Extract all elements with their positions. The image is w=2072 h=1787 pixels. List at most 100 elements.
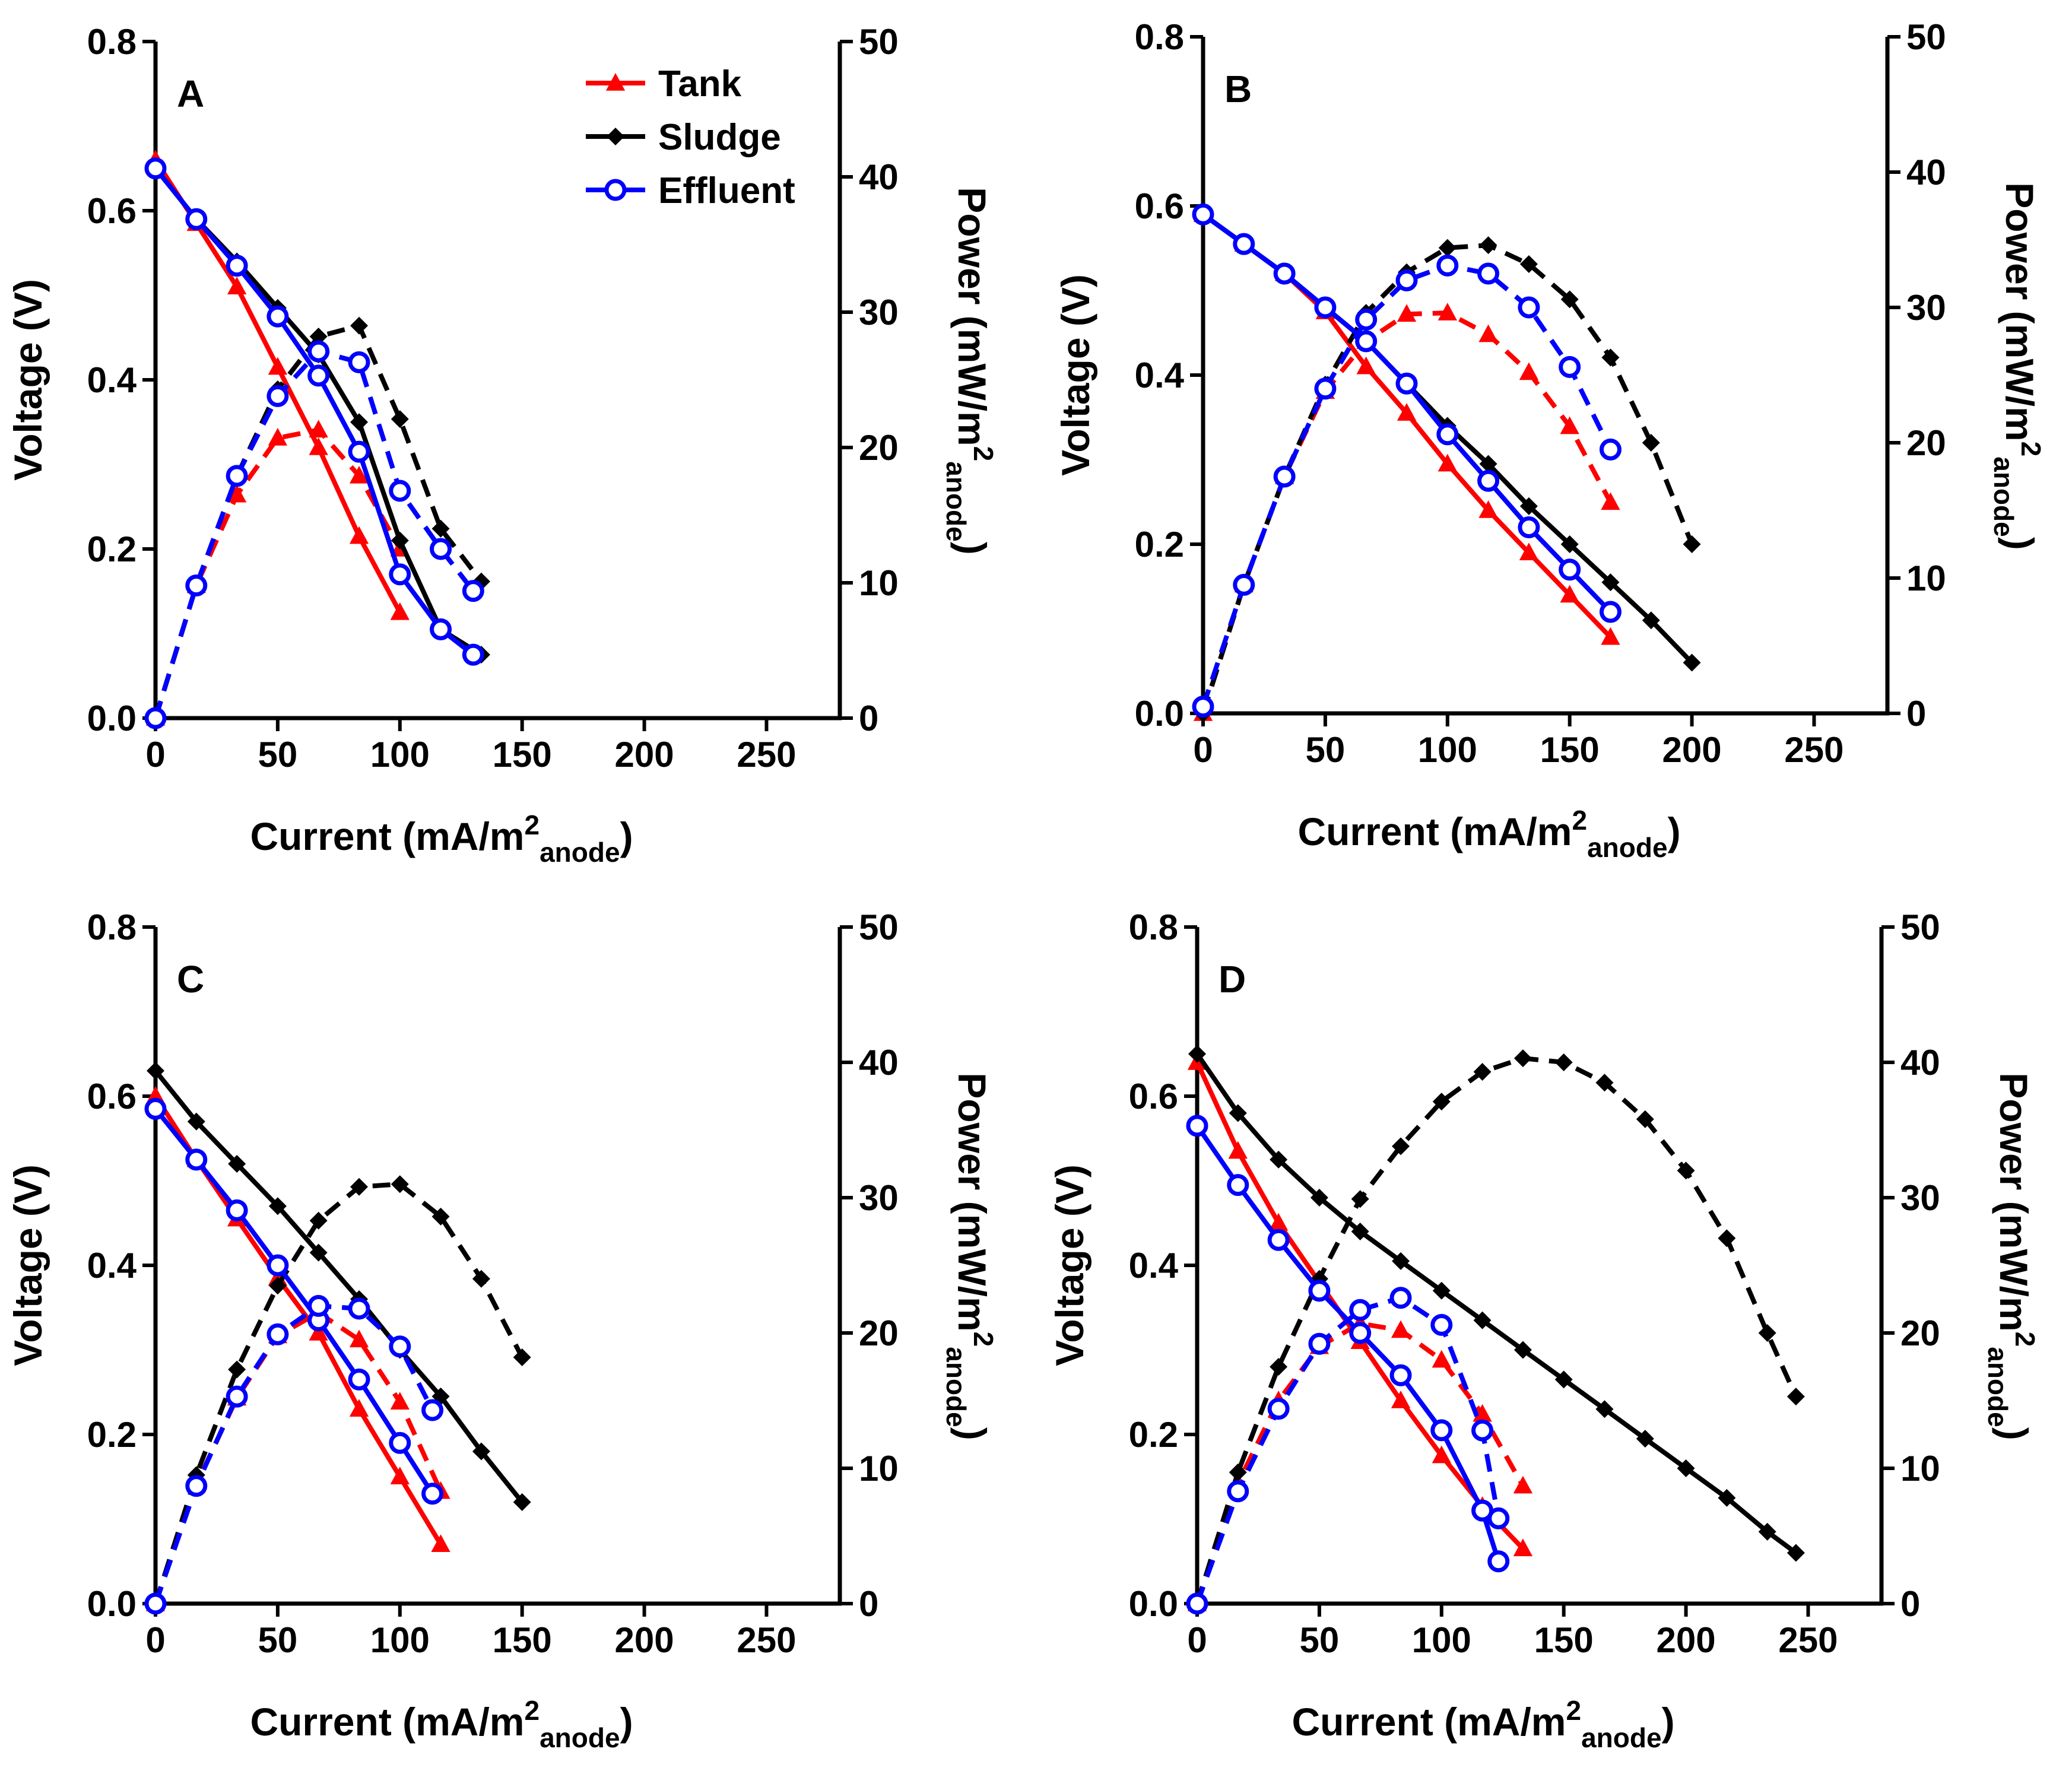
y-right-tick-label: 30: [859, 1178, 899, 1218]
y-right-axis-label: Power (mW/m2anode): [941, 1072, 999, 1440]
y-right-tick-label: 40: [859, 1043, 899, 1083]
y-left-tick-label: 0.0: [1135, 694, 1184, 734]
y-right-axis-label: Power (mW/m2anode): [941, 187, 999, 554]
effluent-voltage-point: [1398, 374, 1416, 392]
y-left-tick-label: 0.8: [1135, 17, 1184, 57]
y-left-tick-label: 0.4: [1129, 1246, 1179, 1286]
effluent-power-point: [1275, 468, 1293, 485]
tank-power-point: [350, 1329, 369, 1347]
tank-power-point: [1519, 362, 1538, 380]
effluent-power-point: [464, 582, 482, 600]
x-tick-label: 0: [145, 735, 165, 775]
effluent-power-point: [1194, 698, 1212, 716]
y-right-tick-label: 30: [859, 293, 899, 332]
sludge-power-point: [1351, 1190, 1369, 1208]
x-tick-label: 100: [1418, 730, 1477, 770]
effluent-voltage-point: [228, 257, 246, 275]
effluent-power-point: [1357, 311, 1375, 329]
tank-power-point: [1391, 1320, 1410, 1338]
effluent-voltage-point: [1601, 603, 1619, 621]
tank-voltage-point: [350, 1399, 369, 1417]
effluent-power-point: [1188, 1595, 1206, 1613]
y-left-axis-label: Voltage (V): [1048, 1164, 1091, 1366]
effluent-power-point: [391, 482, 409, 500]
x-tick-label: 150: [1534, 1620, 1594, 1660]
effluent-power-point: [188, 577, 205, 595]
x-tick-label: 250: [1778, 1620, 1838, 1660]
series-tank-power: [1194, 303, 1620, 721]
legend-item-tank: Tank: [586, 64, 742, 104]
sludge-power-point: [1642, 434, 1660, 452]
y-left-tick-label: 0.6: [87, 191, 137, 231]
y-right-tick-label: 50: [1906, 17, 1946, 57]
series-effluent-power: [147, 1297, 442, 1613]
effluent-voltage-point: [1275, 265, 1293, 283]
effluent-voltage-point: [188, 1151, 205, 1169]
effluent-voltage-point: [1392, 1366, 1410, 1384]
x-tick-label: 50: [1306, 730, 1346, 770]
legend-item-sludge: Sludge: [586, 117, 781, 158]
y-right-tick-label: 0: [859, 1584, 878, 1624]
effluent-power-point: [1474, 1421, 1492, 1439]
figure: 0 50 100 150 200 2500.00.20.40.60.80102030405…: [0, 0, 2072, 1787]
sludge-power-point: [391, 410, 409, 428]
tank-power-point: [1513, 1476, 1532, 1494]
y-left-tick-label: 0.4: [87, 360, 137, 400]
effluent-voltage-point: [1235, 235, 1253, 253]
sludge-power-point: [350, 317, 368, 335]
effluent-power-line: [1203, 265, 1610, 706]
y-left-tick-label: 0.6: [87, 1077, 137, 1116]
effluent-power-point: [1351, 1301, 1369, 1319]
legend-label: Effluent: [658, 170, 795, 211]
effluent-voltage-point: [1433, 1421, 1451, 1439]
x-tick-label: 0: [145, 1620, 165, 1660]
effluent-voltage-point: [269, 1256, 287, 1274]
tank-power-line: [156, 430, 400, 718]
effluent-power-line: [156, 351, 473, 718]
effluent-power-point: [147, 1595, 164, 1613]
tank-power-point: [1478, 325, 1497, 342]
effluent-voltage-point: [269, 307, 287, 325]
legend-marker: [607, 128, 624, 145]
tank-voltage-point: [350, 526, 369, 544]
legend-item-effluent: Effluent: [586, 170, 795, 211]
x-tick-label: 150: [493, 1620, 552, 1660]
panel-label: B: [1224, 68, 1252, 110]
y-left-tick-label: 0.2: [1129, 1415, 1178, 1455]
y-left-tick-label: 0.6: [1129, 1077, 1178, 1116]
effluent-power-point: [350, 1300, 368, 1318]
effluent-voltage-point: [310, 367, 328, 385]
y-left-tick-label: 0.0: [87, 1584, 137, 1624]
x-tick-label: 150: [1540, 730, 1600, 770]
x-tick-label: 100: [370, 735, 430, 775]
y-right-tick-label: 50: [1900, 907, 1940, 947]
panel-label: C: [177, 958, 204, 1001]
effluent-voltage-point: [1357, 332, 1375, 350]
y-right-tick-label: 20: [859, 1313, 899, 1353]
x-tick-label: 150: [493, 735, 552, 775]
effluent-voltage-point: [1490, 1553, 1508, 1570]
y-left-tick-label: 0.0: [87, 699, 137, 738]
series-tank-power: [146, 420, 410, 725]
x-tick-label: 100: [1412, 1620, 1471, 1660]
effluent-power-point: [228, 1388, 246, 1405]
panel-b: 0 50 100 150 200 2500.00.20.40.60.80102030405…: [1054, 17, 2046, 863]
effluent-voltage-point: [391, 566, 409, 583]
y-left-tick-label: 0.8: [1129, 907, 1178, 947]
effluent-power-point: [1520, 299, 1538, 316]
x-tick-label: 200: [1657, 1620, 1716, 1660]
effluent-power-point: [1439, 256, 1457, 274]
sludge-power-point: [1718, 1229, 1735, 1247]
x-tick-label: 200: [1662, 730, 1722, 770]
effluent-power-point: [1316, 380, 1334, 398]
sludge-power-point: [1514, 1049, 1532, 1067]
panel-d: 0 50 100 150 200 2500.00.20.40.60.80102030405…: [1048, 907, 2041, 1753]
y-left-tick-label: 0.2: [87, 529, 137, 569]
effluent-power-point: [1480, 265, 1497, 283]
tank-power-line: [1197, 1323, 1523, 1604]
x-tick-label: 50: [1300, 1620, 1340, 1660]
tank-voltage-point: [1229, 1141, 1248, 1159]
y-left-tick-label: 0.0: [1129, 1584, 1178, 1624]
effluent-voltage-point: [424, 1485, 442, 1503]
x-axis-label: Current (mA/m2anode): [1292, 1695, 1674, 1753]
